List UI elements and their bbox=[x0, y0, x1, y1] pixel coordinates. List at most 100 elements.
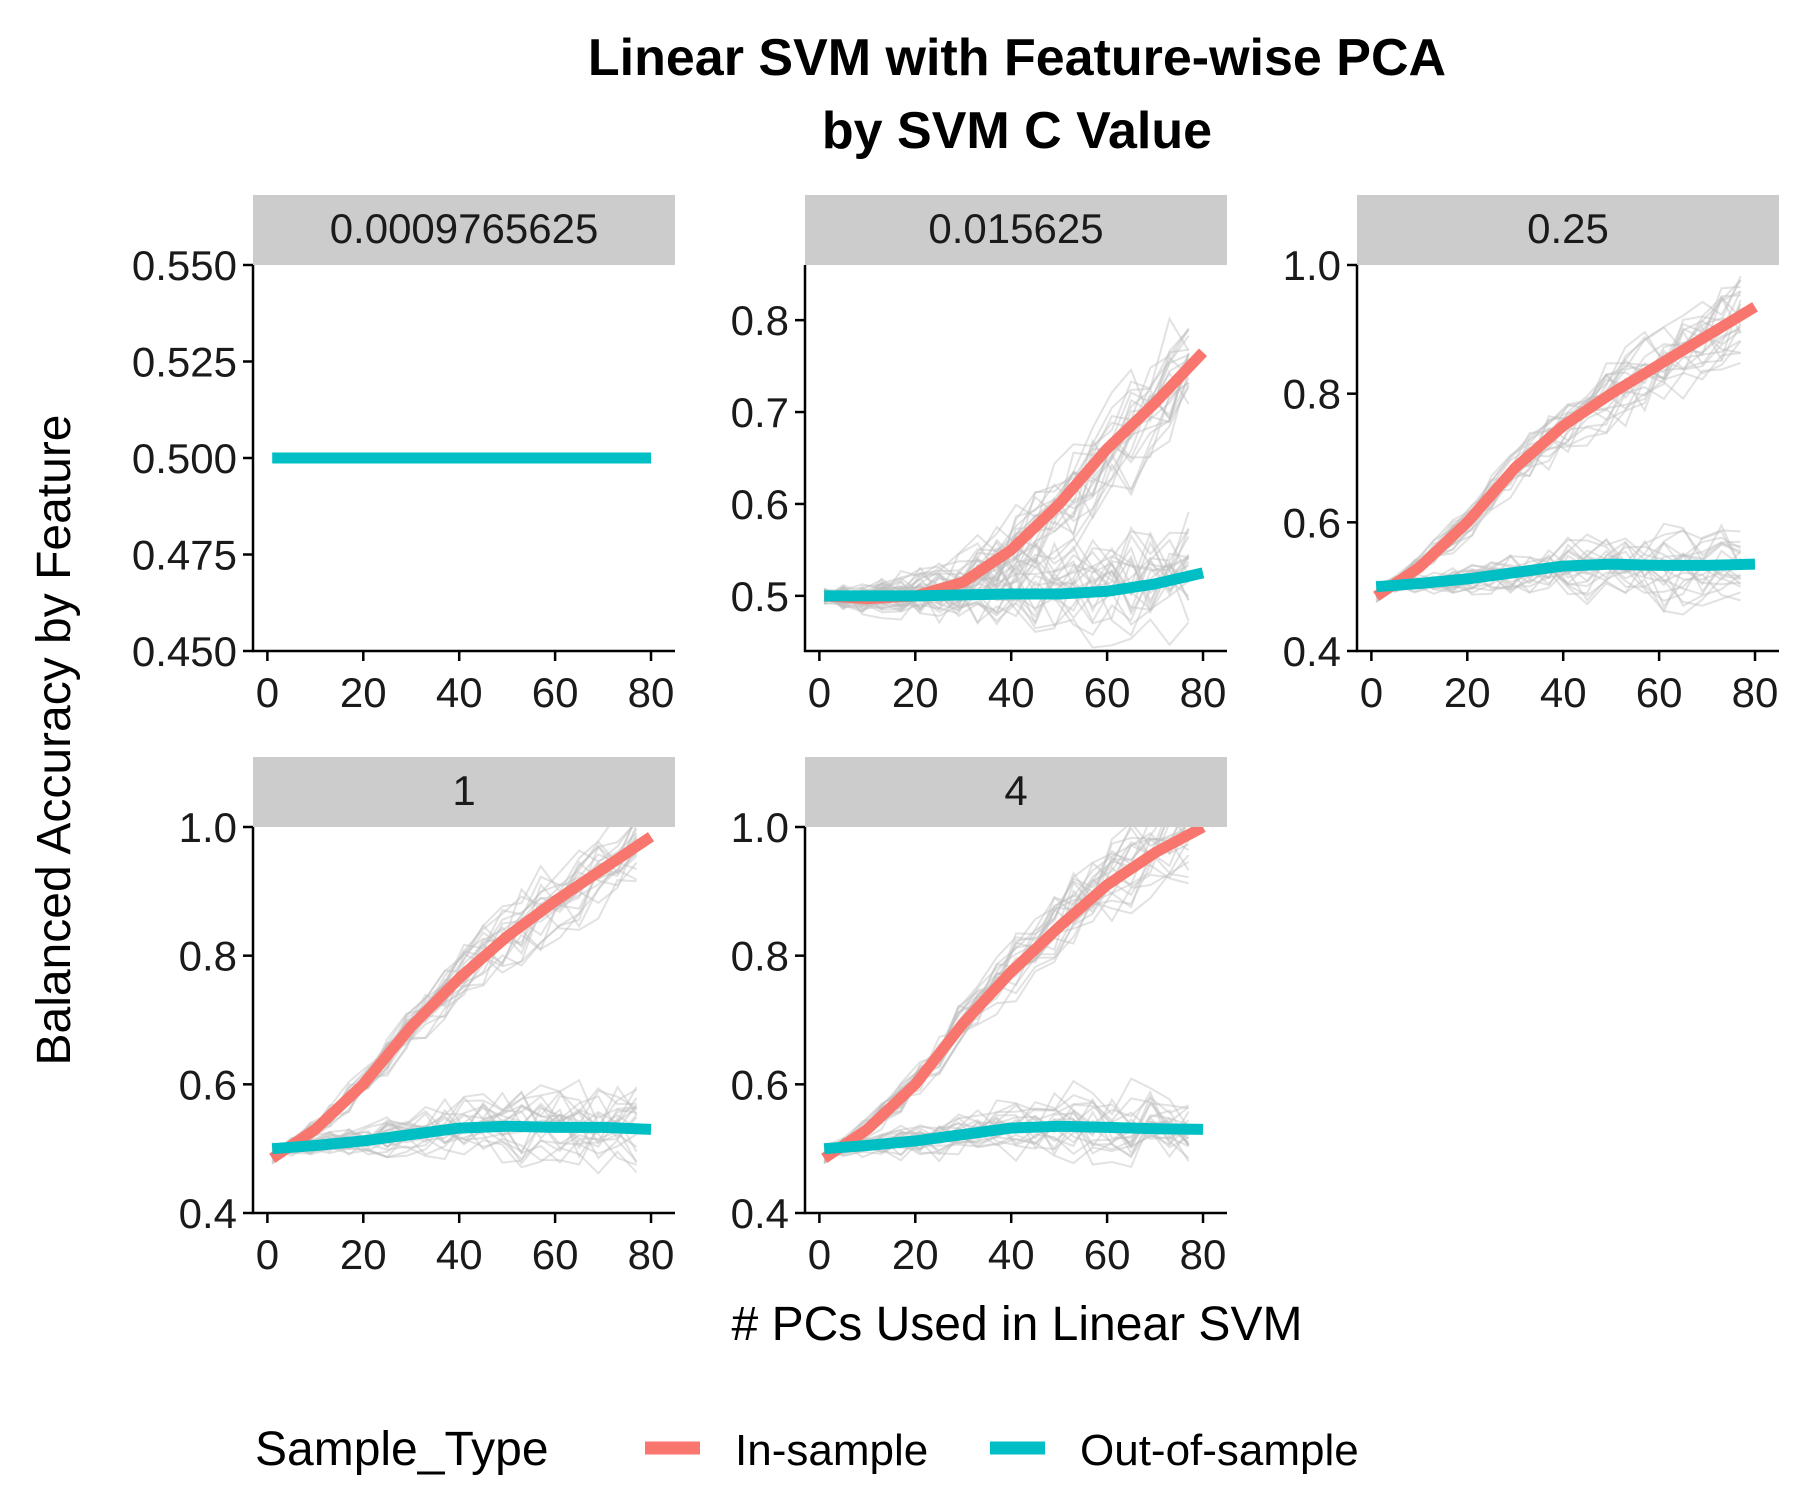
x-tick-label: 60 bbox=[1084, 669, 1131, 716]
feature-line bbox=[824, 541, 1190, 604]
feature-line bbox=[823, 533, 1190, 604]
x-tick-label: 0 bbox=[808, 1231, 831, 1278]
legend: Sample_Type In-sample Out-of-sample bbox=[255, 1423, 1359, 1476]
y-tick-label: 1.0 bbox=[179, 804, 237, 851]
facet-strip-label: 0.015625 bbox=[928, 205, 1103, 252]
x-tick-label: 80 bbox=[628, 1231, 675, 1278]
facet-strip-label: 0.0009765625 bbox=[330, 205, 599, 252]
chart-title-line-2: by SVM C Value bbox=[822, 102, 1212, 160]
feature-line bbox=[823, 1129, 1190, 1165]
plot-area bbox=[1373, 275, 1758, 616]
x-tick-label: 40 bbox=[988, 1231, 1035, 1278]
plot-area bbox=[269, 827, 655, 1175]
feature-line bbox=[272, 1085, 638, 1147]
y-tick-label: 0.4 bbox=[1283, 628, 1341, 675]
feature-line bbox=[823, 587, 1190, 649]
feature-line bbox=[823, 528, 1190, 605]
chart-title-line-1: Linear SVM with Feature-wise PCA bbox=[588, 29, 1446, 87]
x-tick-label: 80 bbox=[628, 669, 675, 716]
x-tick-label: 20 bbox=[1444, 669, 1491, 716]
out-of-sample-line bbox=[823, 1120, 1204, 1155]
feature-line bbox=[824, 1115, 1190, 1157]
feature-line bbox=[823, 1112, 1190, 1157]
plot-area bbox=[821, 827, 1206, 1168]
y-axis-label: Balanced Accuracy by Feature bbox=[28, 414, 81, 1065]
facet-strip bbox=[805, 757, 1227, 827]
feature-line bbox=[823, 827, 1158, 1154]
feature-line bbox=[271, 879, 637, 1158]
legend-label-in-sample: In-sample bbox=[735, 1426, 928, 1475]
y-tick-label: 0.525 bbox=[132, 339, 237, 386]
y-tick-label: 0.550 bbox=[132, 242, 237, 289]
y-tick-label: 0.5 bbox=[731, 573, 789, 620]
facet-strip bbox=[253, 757, 675, 827]
x-tick-label: 20 bbox=[340, 1231, 387, 1278]
y-tick-label: 0.8 bbox=[179, 933, 237, 980]
feature-line bbox=[271, 1086, 637, 1151]
in-sample-line bbox=[821, 827, 1206, 1163]
facet-panel: 0.015625 0.5 0.6 0.7 0.8 0 20 40 60 80 bbox=[731, 195, 1227, 716]
x-tick-label: 80 bbox=[1180, 1231, 1227, 1278]
out-of-sample-line bbox=[824, 567, 1205, 602]
feature-line bbox=[823, 530, 1190, 608]
x-tick-label: 40 bbox=[436, 1231, 483, 1278]
x-tick-label: 0 bbox=[256, 669, 279, 716]
feature-line bbox=[823, 525, 1189, 605]
feature-line bbox=[823, 536, 1190, 604]
facet-panel: 1 0.4 0.6 0.8 1.0 0 20 40 60 80 bbox=[179, 757, 675, 1278]
x-tick-label: 0 bbox=[1360, 669, 1383, 716]
y-tick-label: 0.8 bbox=[1283, 371, 1341, 418]
x-tick-label: 20 bbox=[892, 1231, 939, 1278]
x-tick-label: 80 bbox=[1180, 669, 1227, 716]
plot-area bbox=[823, 316, 1207, 649]
out-of-sample-line bbox=[1375, 558, 1756, 593]
feature-line bbox=[271, 834, 638, 1156]
feature-line bbox=[1375, 279, 1742, 600]
facet-panel: 0.0009765625 0.450 0.475 0.500 0.525 0.550 0 20… bbox=[132, 195, 675, 716]
in-sample-line bbox=[1373, 302, 1758, 601]
feature-line bbox=[824, 370, 1190, 621]
feature-line bbox=[823, 827, 1186, 1157]
facet-strip bbox=[805, 195, 1227, 265]
x-tick-label: 40 bbox=[436, 669, 483, 716]
feature-line bbox=[272, 1084, 638, 1150]
x-tick-label: 40 bbox=[1540, 669, 1587, 716]
y-tick-label: 0.6 bbox=[179, 1061, 237, 1108]
feature-line bbox=[824, 1120, 1190, 1154]
y-tick-label: 0.7 bbox=[731, 389, 789, 436]
x-tick-label: 60 bbox=[1084, 1231, 1131, 1278]
feature-line bbox=[1376, 563, 1742, 616]
y-tick-label: 0.6 bbox=[1283, 499, 1341, 546]
feature-line bbox=[823, 838, 1190, 1163]
facet-strip bbox=[1357, 195, 1779, 265]
y-tick-label: 0.6 bbox=[731, 481, 789, 528]
facet-panel: 0.25 0.4 0.6 0.8 1.0 0 20 40 60 80 bbox=[1283, 195, 1779, 716]
feature-line bbox=[271, 1078, 638, 1156]
y-tick-label: 0.450 bbox=[132, 628, 237, 675]
x-tick-label: 60 bbox=[1636, 669, 1683, 716]
x-tick-label: 0 bbox=[808, 669, 831, 716]
facet-strip-label: 0.25 bbox=[1527, 205, 1609, 252]
x-tick-label: 20 bbox=[340, 669, 387, 716]
legend-label-out-of-sample: Out-of-sample bbox=[1080, 1426, 1359, 1475]
y-tick-label: 0.8 bbox=[731, 933, 789, 980]
x-tick-label: 60 bbox=[532, 669, 579, 716]
facet-strip bbox=[253, 195, 675, 265]
facet-strip-label: 4 bbox=[1004, 767, 1027, 814]
feature-line bbox=[271, 868, 638, 1156]
feature-line bbox=[824, 327, 1190, 604]
y-tick-label: 0.475 bbox=[132, 532, 237, 579]
feature-line bbox=[824, 564, 1190, 637]
y-tick-label: 1.0 bbox=[731, 804, 789, 851]
x-tick-label: 80 bbox=[1732, 669, 1779, 716]
feature-line bbox=[823, 353, 1190, 613]
y-tick-label: 0.6 bbox=[731, 1061, 789, 1108]
x-axis-label: # PCs Used in Linear SVM bbox=[732, 1298, 1303, 1351]
facet-panel: 4 0.4 0.6 0.8 1.0 0 20 40 60 80 bbox=[731, 757, 1227, 1278]
x-tick-label: 20 bbox=[892, 669, 939, 716]
x-tick-label: 40 bbox=[988, 669, 1035, 716]
in-sample-line bbox=[269, 832, 655, 1163]
feature-line bbox=[1375, 552, 1742, 595]
feature-line bbox=[1376, 560, 1741, 609]
x-tick-label: 60 bbox=[532, 1231, 579, 1278]
